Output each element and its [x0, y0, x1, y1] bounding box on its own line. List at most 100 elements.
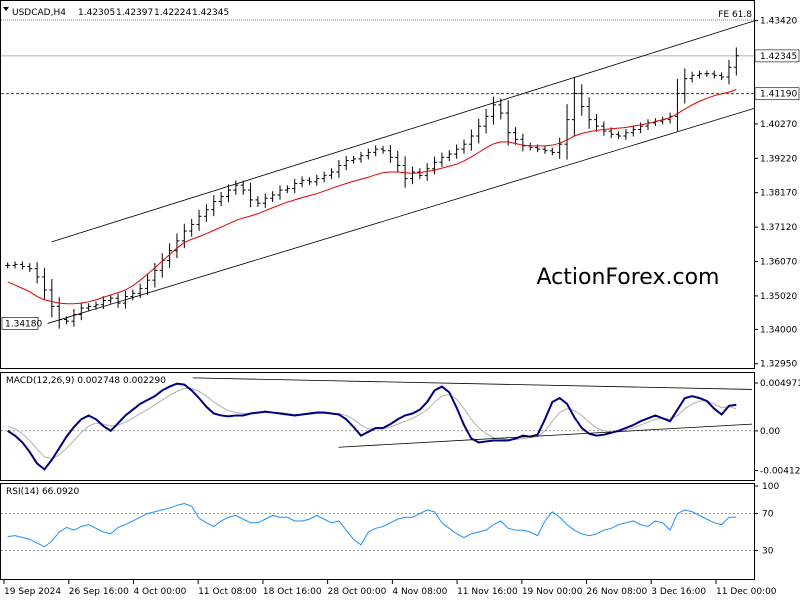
candle[interactable] [181, 223, 187, 249]
candle[interactable] [557, 137, 563, 159]
candle[interactable] [145, 273, 151, 295]
x-axis-label: 11 Oct 08:00 [198, 587, 257, 597]
candle[interactable] [704, 70, 710, 77]
candle[interactable] [439, 152, 445, 167]
rsi-plot-frame[interactable] [0, 483, 755, 580]
candle[interactable] [306, 177, 312, 185]
candle[interactable] [586, 97, 592, 129]
candle[interactable] [358, 151, 364, 163]
candle[interactable] [549, 147, 555, 156]
candle[interactable] [277, 185, 283, 200]
candle[interactable] [601, 121, 607, 136]
candle[interactable] [211, 195, 217, 217]
candle[interactable] [5, 262, 11, 269]
candle[interactable] [579, 84, 585, 116]
candle[interactable] [468, 129, 474, 151]
candle[interactable] [255, 196, 261, 207]
candle[interactable] [593, 114, 599, 132]
candle[interactable] [225, 184, 231, 203]
y-axis-label: 1.43420 [760, 17, 797, 27]
candle[interactable] [402, 156, 408, 188]
candle[interactable] [240, 180, 246, 195]
candle[interactable] [262, 193, 268, 208]
candle[interactable] [115, 293, 121, 308]
candle[interactable] [218, 191, 224, 207]
candle[interactable] [623, 128, 629, 140]
candle[interactable] [314, 174, 320, 186]
candle[interactable] [299, 176, 305, 188]
candle[interactable] [446, 150, 452, 162]
candle[interactable] [233, 180, 239, 195]
watermark: ActionForex.com [537, 265, 720, 290]
candle[interactable] [343, 155, 349, 171]
candle[interactable] [365, 148, 371, 160]
candle[interactable] [284, 185, 290, 194]
candle[interactable] [542, 146, 548, 154]
candle[interactable] [373, 145, 379, 157]
candle[interactable] [726, 59, 732, 85]
candle[interactable] [638, 122, 644, 134]
candle[interactable] [630, 125, 636, 137]
candle[interactable] [490, 96, 496, 125]
candle[interactable] [395, 150, 401, 172]
candle[interactable] [41, 267, 47, 300]
candle[interactable] [56, 297, 62, 329]
candle[interactable] [351, 155, 357, 164]
candle[interactable] [196, 209, 202, 231]
candle[interactable] [27, 263, 33, 272]
candle[interactable] [292, 178, 298, 194]
candle[interactable] [203, 204, 209, 222]
y-axis-label: 1.32950 [760, 360, 797, 370]
candle[interactable] [329, 168, 335, 180]
candle[interactable] [130, 289, 136, 301]
candle[interactable] [34, 262, 40, 284]
candle[interactable] [64, 316, 70, 325]
candle[interactable] [697, 70, 703, 79]
y-axis-label: 1.36070 [760, 258, 797, 268]
candle[interactable] [78, 302, 84, 321]
main-plot-frame[interactable] [0, 0, 755, 369]
candle[interactable] [689, 71, 695, 83]
candle[interactable] [674, 78, 680, 131]
candle[interactable] [616, 131, 622, 140]
candle[interactable] [189, 218, 195, 237]
candle[interactable] [93, 301, 99, 310]
candle[interactable] [12, 261, 18, 269]
candle[interactable] [108, 294, 114, 304]
candle[interactable] [321, 171, 327, 183]
candle[interactable] [71, 309, 77, 327]
candle[interactable] [719, 72, 725, 81]
candle[interactable] [122, 290, 128, 309]
candle[interactable] [483, 108, 489, 134]
candle[interactable] [564, 104, 570, 160]
candle[interactable] [733, 47, 739, 76]
candle[interactable] [86, 303, 92, 312]
candle[interactable] [174, 233, 180, 259]
candle[interactable] [248, 182, 254, 208]
candle[interactable] [100, 296, 106, 310]
candle[interactable] [336, 159, 342, 178]
candle[interactable] [19, 261, 25, 270]
candle[interactable] [167, 243, 173, 268]
candle[interactable] [505, 100, 511, 146]
candle[interactable] [270, 191, 276, 203]
candle[interactable] [454, 144, 460, 159]
candle[interactable] [711, 70, 717, 79]
candle[interactable] [513, 127, 519, 145]
candle[interactable] [461, 139, 467, 154]
candle[interactable] [417, 168, 423, 180]
candle[interactable] [424, 163, 430, 181]
chart-open: 1.42305 [78, 8, 115, 18]
candle[interactable] [682, 68, 688, 104]
candle[interactable] [137, 283, 143, 298]
candle[interactable] [498, 98, 504, 120]
candle[interactable] [380, 146, 386, 154]
candle[interactable] [571, 77, 577, 137]
candle[interactable] [387, 145, 393, 163]
candle[interactable] [409, 166, 415, 185]
candle[interactable] [432, 156, 438, 175]
candle[interactable] [476, 118, 482, 144]
dropdown-triangle-icon[interactable] [3, 7, 9, 11]
candle[interactable] [49, 279, 55, 318]
